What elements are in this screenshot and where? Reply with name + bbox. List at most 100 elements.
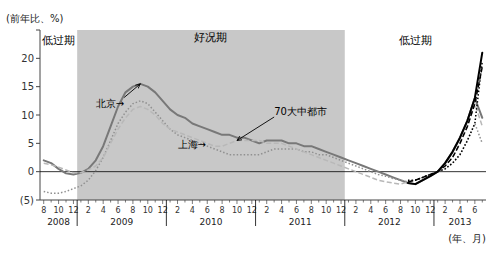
x-tick — [437, 200, 438, 203]
x-tick-label: 2 — [86, 206, 91, 215]
x-tick — [422, 200, 423, 203]
chart: (5)0510152081012246810122468101224681012… — [0, 0, 498, 260]
y-tick — [36, 115, 40, 116]
x-tick — [43, 200, 44, 204]
x-tick — [170, 200, 171, 203]
x-tick — [95, 200, 96, 203]
y-tick — [36, 86, 40, 87]
x-tick — [289, 200, 290, 203]
x-tick — [58, 200, 59, 204]
x-tick-label: 2 — [353, 206, 358, 215]
plot-lines — [44, 53, 483, 194]
year-separator — [77, 200, 78, 226]
x-tick — [274, 200, 275, 203]
period-label: 低过期 — [399, 34, 432, 47]
x-tick-label: 4 — [190, 206, 195, 215]
x-tick-label: 2 — [264, 206, 269, 215]
x-tick — [207, 200, 208, 204]
series-line — [408, 61, 482, 180]
x-tick-label: 8 — [398, 206, 403, 215]
x-tick-label: 10 — [321, 206, 331, 215]
x-tick — [192, 200, 193, 204]
year-label: 2010 — [200, 217, 223, 227]
y-tick-label: 10 — [21, 110, 34, 121]
x-axis-label: (年、月) — [448, 233, 486, 244]
x-tick-label: 6 — [383, 206, 388, 215]
x-tick-label: 4 — [368, 206, 373, 215]
x-tick — [318, 200, 319, 203]
shaded-period — [77, 30, 345, 200]
x-tick — [348, 200, 349, 203]
x-tick — [177, 200, 178, 204]
year-label: 2013 — [449, 217, 472, 227]
annotation: 北京→ — [96, 98, 124, 109]
y-tick-label: 20 — [21, 53, 34, 64]
x-tick — [214, 200, 215, 203]
x-axis-line — [40, 200, 486, 201]
y-tick — [36, 58, 40, 59]
x-tick — [184, 200, 185, 203]
x-tick — [147, 200, 148, 204]
x-tick — [407, 200, 408, 203]
x-tick — [474, 200, 475, 204]
x-tick-label: 6 — [294, 206, 299, 215]
x-tick — [222, 200, 223, 204]
x-tick-label: 2 — [443, 206, 448, 215]
x-tick — [445, 200, 446, 204]
year-separator — [166, 200, 167, 226]
x-tick — [326, 200, 327, 204]
x-tick — [259, 200, 260, 203]
x-tick — [236, 200, 237, 204]
y-tick — [36, 30, 40, 31]
x-tick — [281, 200, 282, 204]
year-label: 2008 — [47, 217, 70, 227]
x-tick-label: 10 — [232, 206, 242, 215]
x-tick — [80, 200, 81, 203]
annotation: 上海→ — [178, 139, 206, 150]
x-tick — [251, 200, 252, 204]
x-tick — [311, 200, 312, 204]
x-tick — [125, 200, 126, 203]
period-label: 低过期 — [42, 34, 75, 47]
x-tick-label: 2 — [175, 206, 180, 215]
x-tick-label: 10 — [53, 206, 63, 215]
x-tick — [73, 200, 74, 204]
x-tick — [140, 200, 141, 203]
x-tick — [303, 200, 304, 203]
x-tick-label: 8 — [41, 206, 46, 215]
y-tick — [36, 143, 40, 144]
series-line — [408, 67, 482, 182]
x-tick — [452, 200, 453, 203]
y-tick-label: 0 — [28, 166, 34, 177]
annotation-arrow — [237, 117, 274, 141]
annotation-arrow — [124, 84, 140, 98]
x-tick — [393, 200, 394, 203]
x-tick — [370, 200, 371, 204]
x-tick — [266, 200, 267, 204]
x-tick — [110, 200, 111, 203]
period-label: 好况期 — [194, 31, 227, 44]
x-tick-label: 6 — [116, 206, 121, 215]
x-tick — [132, 200, 133, 204]
series-line — [44, 84, 483, 184]
x-tick — [333, 200, 334, 203]
x-tick — [482, 200, 483, 203]
x-tick — [459, 200, 460, 204]
x-tick-label: 6 — [205, 206, 210, 215]
y-tick-label: (5) — [20, 195, 34, 206]
x-tick — [88, 200, 89, 204]
y-tick — [36, 200, 40, 201]
x-tick — [355, 200, 356, 204]
x-tick — [378, 200, 379, 203]
series-line — [44, 104, 483, 184]
x-tick-label: 4 — [101, 206, 106, 215]
x-tick — [155, 200, 156, 203]
annotation: 70大中都市 — [274, 106, 327, 117]
x-tick — [296, 200, 297, 204]
year-label: 2012 — [378, 217, 401, 227]
x-tick — [51, 200, 52, 203]
x-tick-label: 8 — [309, 206, 314, 215]
x-tick — [162, 200, 163, 204]
x-tick — [341, 200, 342, 204]
x-tick-label: 4 — [279, 206, 284, 215]
